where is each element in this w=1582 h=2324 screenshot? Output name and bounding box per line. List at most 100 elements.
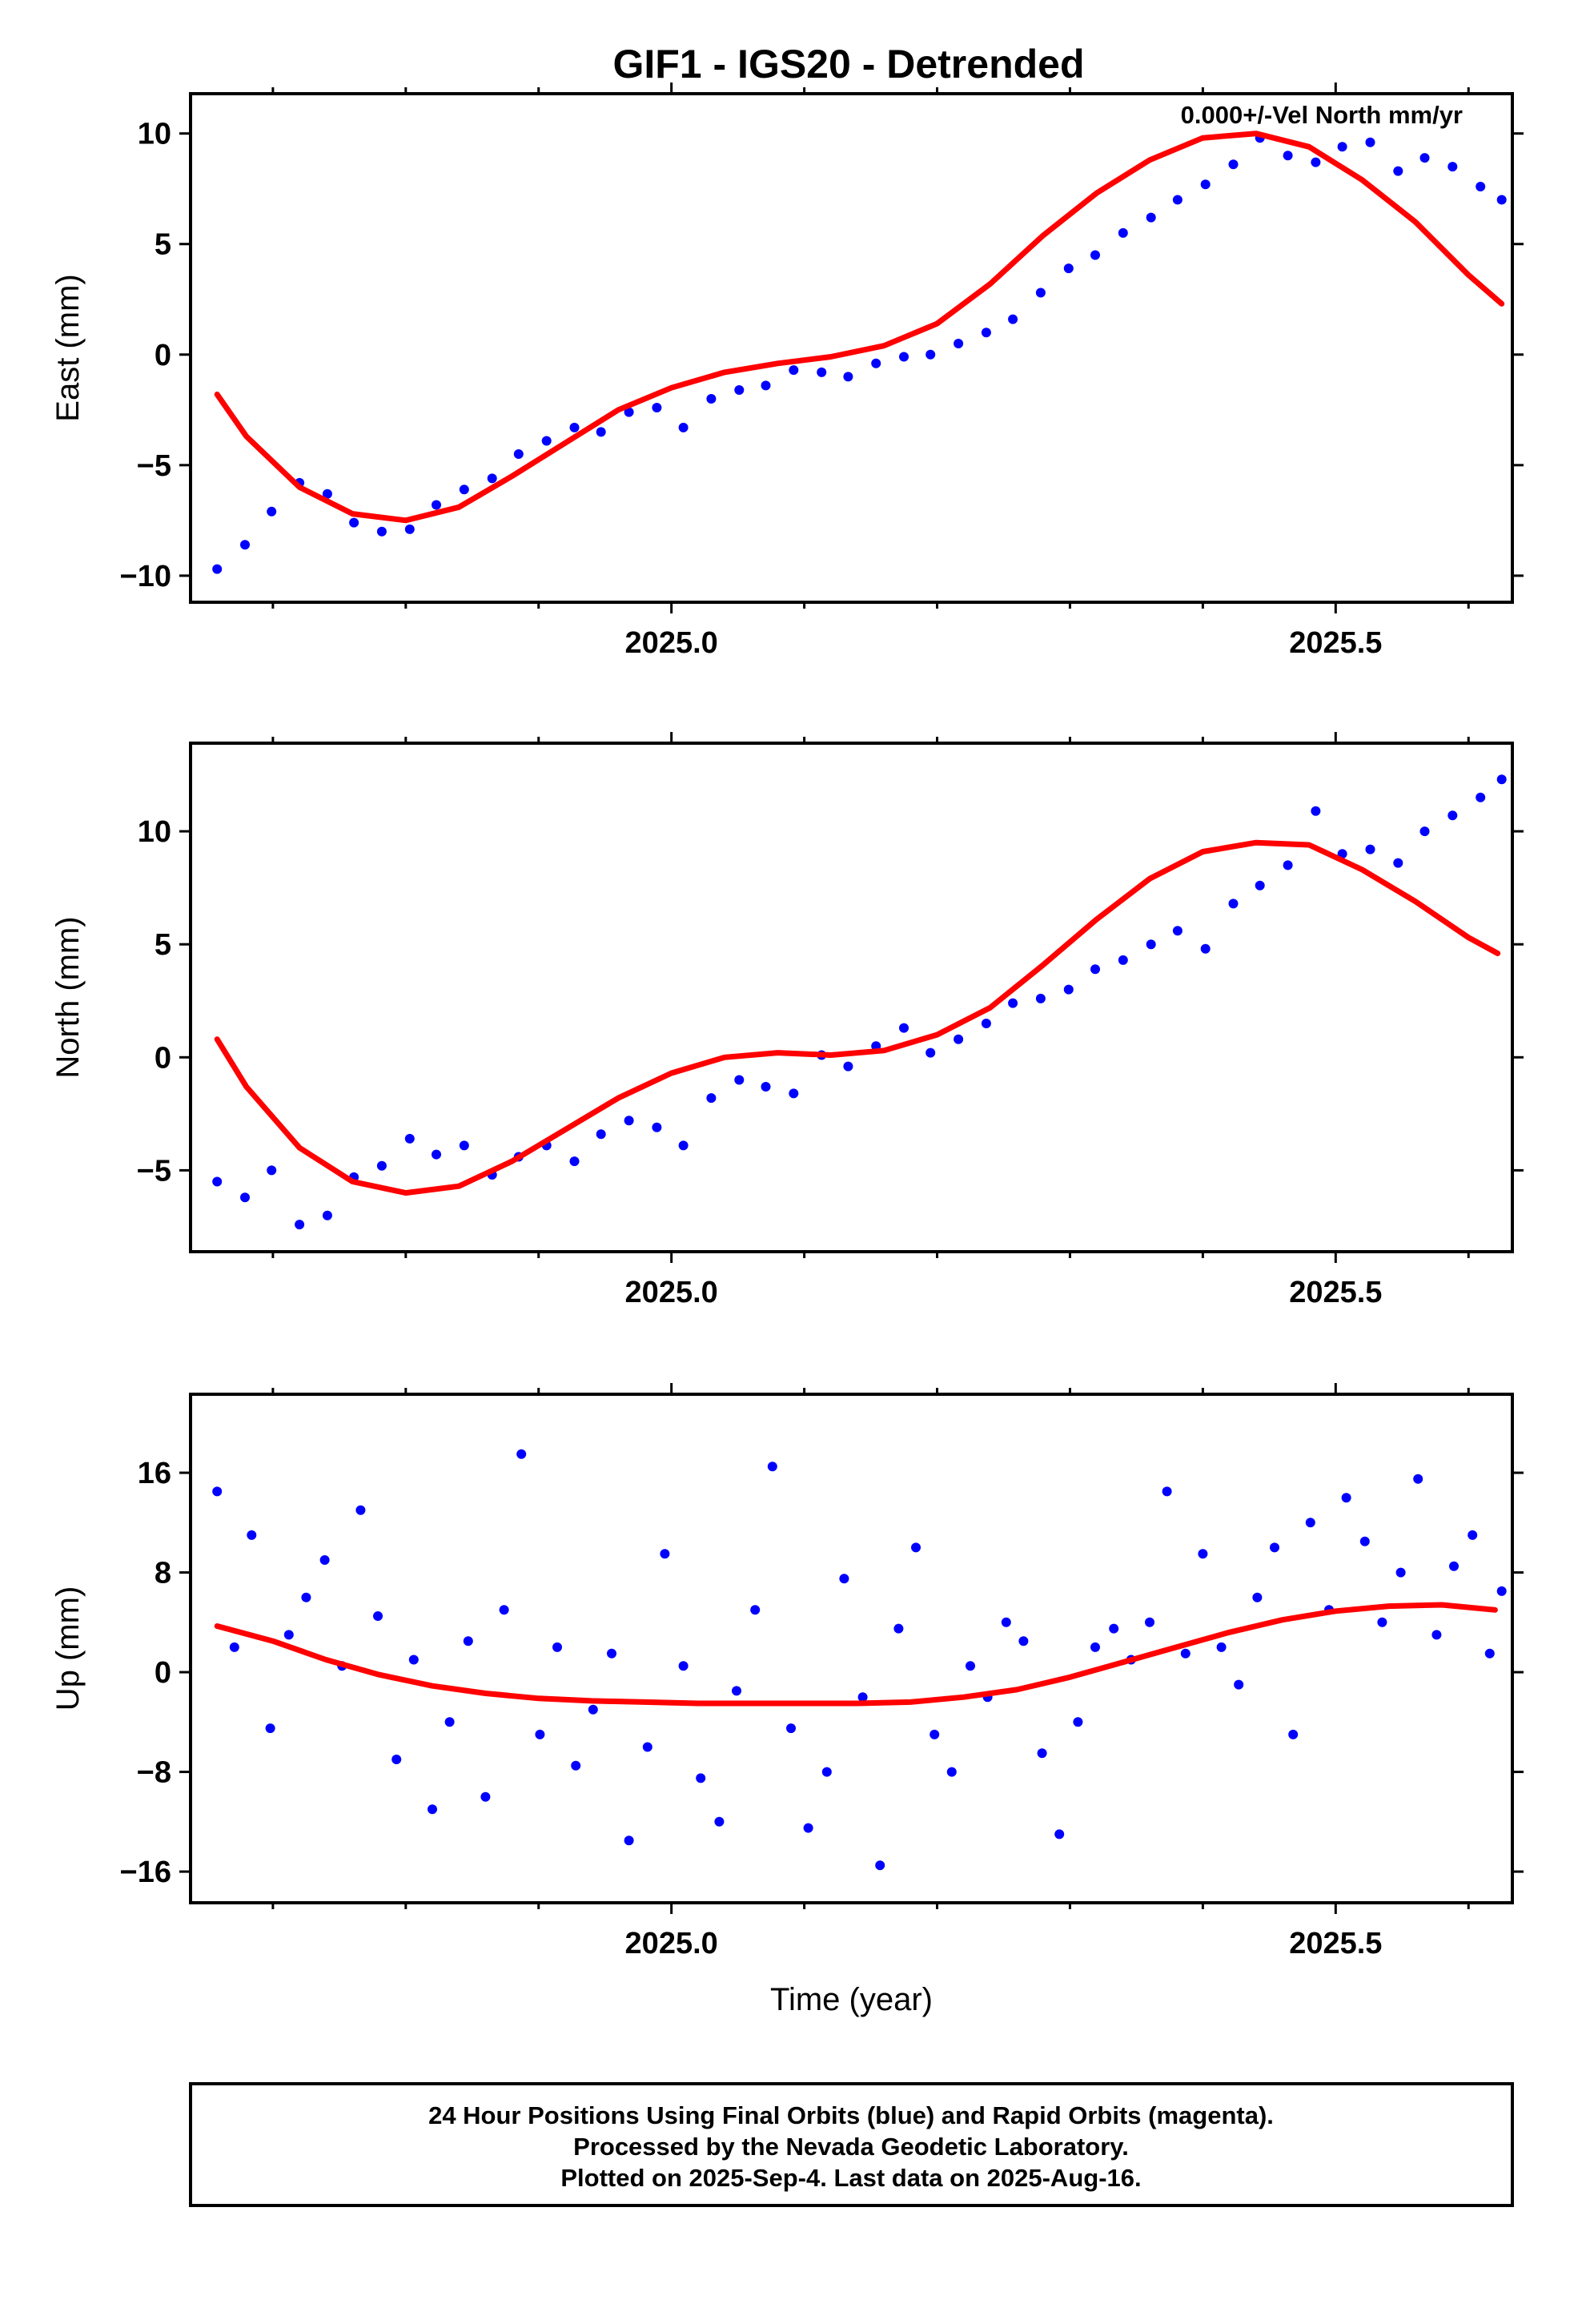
up-point (624, 1835, 634, 1846)
north-point (569, 1156, 580, 1167)
east-point (1496, 195, 1507, 205)
up-point (642, 1742, 652, 1752)
east-point (1337, 142, 1347, 152)
east-point (1172, 195, 1182, 205)
up-frame (189, 1393, 1514, 1904)
up-point (408, 1655, 419, 1665)
north-point (624, 1116, 634, 1126)
north-point (981, 1019, 991, 1028)
east-point (734, 385, 745, 395)
east-point (1476, 182, 1486, 191)
north-point (954, 1034, 964, 1044)
east-point (817, 367, 827, 377)
up-point (1377, 1617, 1387, 1627)
up-point (428, 1804, 437, 1815)
east-point (1447, 162, 1458, 172)
up-point (1001, 1617, 1011, 1627)
north-point (459, 1140, 469, 1151)
north-point (1063, 984, 1074, 995)
up-point (1234, 1679, 1244, 1690)
east-point (1283, 151, 1293, 161)
east-point (1063, 263, 1074, 274)
east-point (1090, 250, 1100, 260)
east-ytick-label: 0 (155, 339, 171, 372)
north-point (1447, 810, 1458, 821)
up-point (750, 1605, 761, 1615)
east-point (1200, 179, 1211, 190)
up-point (355, 1505, 366, 1515)
up-point (1413, 1474, 1423, 1484)
up-point (1395, 1567, 1406, 1578)
north-point (376, 1160, 387, 1171)
up-point (247, 1530, 257, 1540)
north-point (1365, 844, 1375, 854)
east-point (926, 349, 936, 360)
north-point (1496, 774, 1507, 785)
east-annotation: 0.000+/-Vel North mm/yr (1181, 101, 1463, 129)
up-point (1216, 1642, 1227, 1652)
east-point (404, 524, 415, 534)
east-point (1419, 153, 1430, 163)
up-point (1109, 1623, 1119, 1634)
up-point (265, 1723, 275, 1734)
north-xtick-label: 2025.5 (1289, 1276, 1382, 1309)
north-frame (189, 742, 1514, 1253)
east-point (240, 540, 250, 550)
up-ytick-label: 16 (138, 1457, 171, 1490)
north-point (1228, 899, 1239, 909)
up-point (911, 1542, 921, 1553)
up-point (1305, 1518, 1315, 1528)
east-point (1035, 287, 1046, 298)
north-fit-line (214, 839, 1501, 1196)
up-point (875, 1860, 885, 1871)
east-point (487, 473, 497, 484)
east-point (513, 449, 524, 459)
east-point (954, 339, 964, 348)
east-point (981, 328, 991, 338)
up-point (1018, 1636, 1029, 1647)
up-point (1054, 1829, 1065, 1839)
east-point (789, 365, 799, 376)
up-point (229, 1642, 239, 1652)
north-point (322, 1210, 332, 1220)
up-point (1468, 1530, 1478, 1540)
north-ytick-label: −5 (137, 1154, 171, 1188)
up-points (212, 1449, 1507, 1871)
up-point (786, 1723, 796, 1734)
up-xtick-label: 2025.0 (625, 1927, 718, 1960)
north-point (432, 1149, 441, 1160)
north-point (899, 1023, 909, 1033)
east-xtick-label: 2025.5 (1289, 626, 1382, 660)
up-point (1484, 1648, 1495, 1659)
north-point (1200, 943, 1211, 954)
north-point (1255, 880, 1265, 891)
east-point (1311, 157, 1321, 167)
footer-line-2: Processed by the Nevada Geodetic Laborat… (573, 2133, 1129, 2161)
north-point (761, 1082, 771, 1092)
up-point (499, 1605, 509, 1615)
footer-box: 24 Hour Positions Using Final Orbits (bl… (189, 2082, 1514, 2207)
up-point (1090, 1642, 1100, 1652)
up-point (1496, 1586, 1507, 1596)
up-xlabel: Time (year) (770, 1982, 933, 2017)
up-point (930, 1729, 940, 1739)
north-point (1393, 858, 1403, 868)
east-ytick-label: 5 (155, 228, 171, 262)
north-point (1419, 826, 1430, 837)
up-point (1162, 1486, 1172, 1497)
east-point (322, 489, 332, 499)
up-ytick-label: −16 (120, 1856, 171, 1889)
north-point (678, 1140, 689, 1151)
east-point (1365, 137, 1375, 147)
east-point (376, 526, 387, 537)
east-point (267, 506, 277, 517)
up-point (821, 1767, 832, 1777)
north-ytick-label: 10 (138, 815, 171, 849)
up-point (1073, 1717, 1083, 1727)
north-point (789, 1088, 799, 1099)
footer-line-1: 24 Hour Positions Using Final Orbits (bl… (428, 2101, 1274, 2129)
up-point (516, 1449, 527, 1459)
north-point (1008, 998, 1018, 1008)
up-point (535, 1729, 545, 1739)
east-point (1393, 166, 1403, 176)
